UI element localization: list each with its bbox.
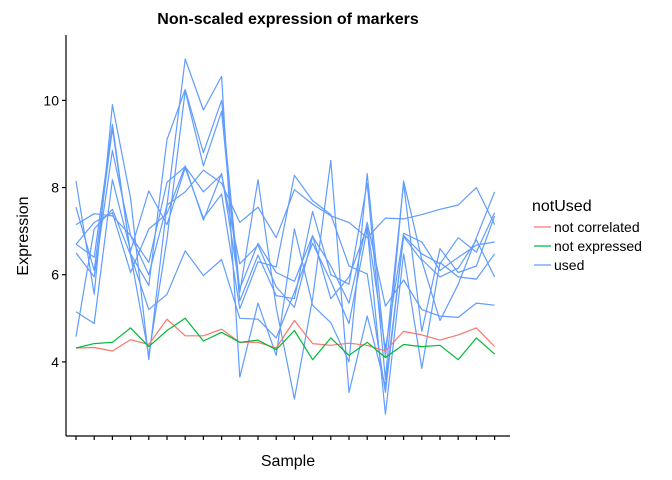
y-axis-ticks: 4 6 8 10: [43, 92, 66, 370]
series-lines: [75, 58, 496, 415]
x-axis-title: Sample: [261, 453, 315, 470]
y-tick-label: 6: [51, 267, 59, 283]
series-line-used: [75, 88, 496, 400]
series-line-not-expressed: [75, 317, 495, 361]
series-line-used: [75, 165, 495, 350]
chart-title: Non-scaled expression of markers: [157, 11, 419, 28]
series-line-used: [75, 167, 496, 393]
y-tick-label: 10: [43, 92, 59, 108]
legend-label-not-expressed: not expressed: [554, 238, 642, 254]
legend: notUsed not correlated not expressed use…: [532, 198, 642, 273]
y-tick-label: 8: [51, 180, 59, 196]
legend-item-not-correlated: not correlated: [534, 219, 640, 235]
series-line-used: [75, 58, 496, 378]
legend-label-used: used: [554, 257, 584, 273]
x-axis-ticks: [75, 436, 496, 440]
legend-item-not-expressed: not expressed: [534, 238, 642, 254]
series-line-used: [75, 149, 495, 318]
legend-item-used: used: [534, 257, 584, 273]
y-tick-label: 4: [51, 354, 59, 370]
series-line-used: [75, 169, 496, 276]
series-line-used: [75, 208, 496, 415]
legend-label-not-correlated: not correlated: [554, 219, 640, 235]
y-axis-title: Expression: [15, 196, 32, 275]
legend-title: notUsed: [532, 198, 592, 215]
